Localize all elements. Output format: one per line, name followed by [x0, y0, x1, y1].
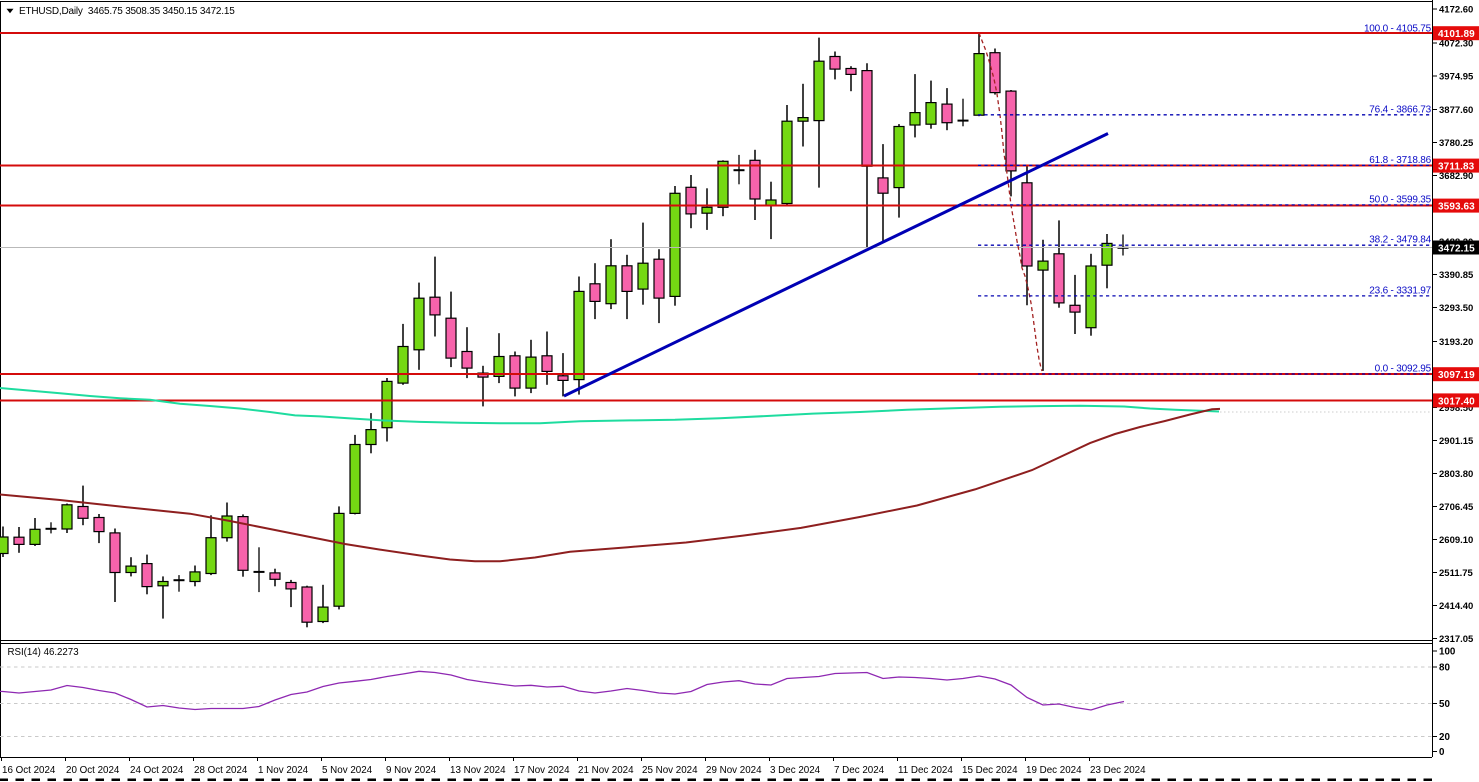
- svg-text:7 Dec 2024: 7 Dec 2024: [834, 765, 885, 776]
- svg-text:3780.25: 3780.25: [1439, 138, 1474, 149]
- svg-text:3 Dec 2024: 3 Dec 2024: [770, 765, 821, 776]
- svg-text:4072.30: 4072.30: [1439, 39, 1473, 50]
- svg-text:3017.40: 3017.40: [1438, 396, 1475, 407]
- svg-text:100: 100: [1439, 647, 1456, 658]
- svg-text:2317.05: 2317.05: [1439, 634, 1474, 645]
- svg-text:3682.90: 3682.90: [1439, 171, 1473, 182]
- svg-text:2901.15: 2901.15: [1439, 436, 1474, 447]
- svg-text:61.8 - 3718.86: 61.8 - 3718.86: [1369, 155, 1431, 166]
- svg-text:3097.19: 3097.19: [1438, 370, 1475, 381]
- svg-text:2511.75: 2511.75: [1439, 568, 1474, 579]
- svg-text:3711.83: 3711.83: [1438, 162, 1475, 173]
- svg-text:2706.45: 2706.45: [1439, 502, 1474, 513]
- svg-text:50.0 - 3599.35: 50.0 - 3599.35: [1369, 194, 1431, 205]
- svg-text:0.0 - 3092.95: 0.0 - 3092.95: [1375, 364, 1432, 375]
- svg-text:3974.95: 3974.95: [1439, 72, 1474, 83]
- svg-text:2609.10: 2609.10: [1439, 535, 1473, 546]
- svg-text:38.2 - 3479.84: 38.2 - 3479.84: [1369, 235, 1431, 246]
- svg-text:24 Oct 2024: 24 Oct 2024: [130, 765, 184, 776]
- svg-text:11 Dec 2024: 11 Dec 2024: [898, 765, 953, 776]
- svg-text:0: 0: [1439, 747, 1445, 758]
- svg-text:2414.40: 2414.40: [1439, 601, 1473, 612]
- svg-text:21 Nov 2024: 21 Nov 2024: [578, 765, 634, 776]
- svg-text:20 Oct 2024: 20 Oct 2024: [66, 765, 120, 776]
- svg-text:80: 80: [1439, 663, 1450, 674]
- svg-text:3877.60: 3877.60: [1439, 105, 1473, 116]
- svg-text:16 Oct 2024: 16 Oct 2024: [2, 765, 56, 776]
- svg-text:25 Nov 2024: 25 Nov 2024: [642, 765, 698, 776]
- svg-text:23.6 - 3331.97: 23.6 - 3331.97: [1369, 285, 1431, 296]
- svg-text:3390.85: 3390.85: [1439, 270, 1474, 281]
- svg-text:9 Nov 2024: 9 Nov 2024: [386, 765, 437, 776]
- svg-text:20: 20: [1439, 732, 1450, 743]
- svg-text:2998.50: 2998.50: [1439, 403, 1473, 414]
- svg-text:50: 50: [1439, 699, 1450, 710]
- svg-text:100.0 - 4105.75: 100.0 - 4105.75: [1364, 24, 1432, 35]
- svg-text:ETHUSD,Daily 3465.75 3508.35: ETHUSD,Daily 3465.75 3508.35 3450.15 347…: [19, 6, 235, 17]
- svg-text:3293.50: 3293.50: [1439, 303, 1473, 314]
- svg-text:76.4 - 3866.73: 76.4 - 3866.73: [1369, 104, 1431, 115]
- svg-text:15 Dec 2024: 15 Dec 2024: [962, 765, 1018, 776]
- svg-text:23 Dec 2024: 23 Dec 2024: [1090, 765, 1146, 776]
- svg-text:2803.80: 2803.80: [1439, 469, 1473, 480]
- svg-text:13 Nov 2024: 13 Nov 2024: [450, 765, 506, 776]
- svg-text:29 Nov 2024: 29 Nov 2024: [706, 765, 762, 776]
- svg-text:3472.15: 3472.15: [1438, 244, 1475, 255]
- svg-text:1 Nov 2024: 1 Nov 2024: [258, 765, 309, 776]
- svg-text:19 Dec 2024: 19 Dec 2024: [1026, 765, 1082, 776]
- svg-text:5 Nov 2024: 5 Nov 2024: [322, 765, 373, 776]
- svg-text:RSI(14) 46.2273: RSI(14) 46.2273: [8, 647, 79, 658]
- svg-text:17 Nov 2024: 17 Nov 2024: [514, 765, 570, 776]
- svg-text:3193.20: 3193.20: [1439, 337, 1473, 348]
- svg-text:4101.89: 4101.89: [1438, 29, 1475, 40]
- svg-text:3593.63: 3593.63: [1438, 202, 1475, 213]
- svg-text:4172.60: 4172.60: [1439, 5, 1473, 16]
- svg-text:28 Oct 2024: 28 Oct 2024: [194, 765, 248, 776]
